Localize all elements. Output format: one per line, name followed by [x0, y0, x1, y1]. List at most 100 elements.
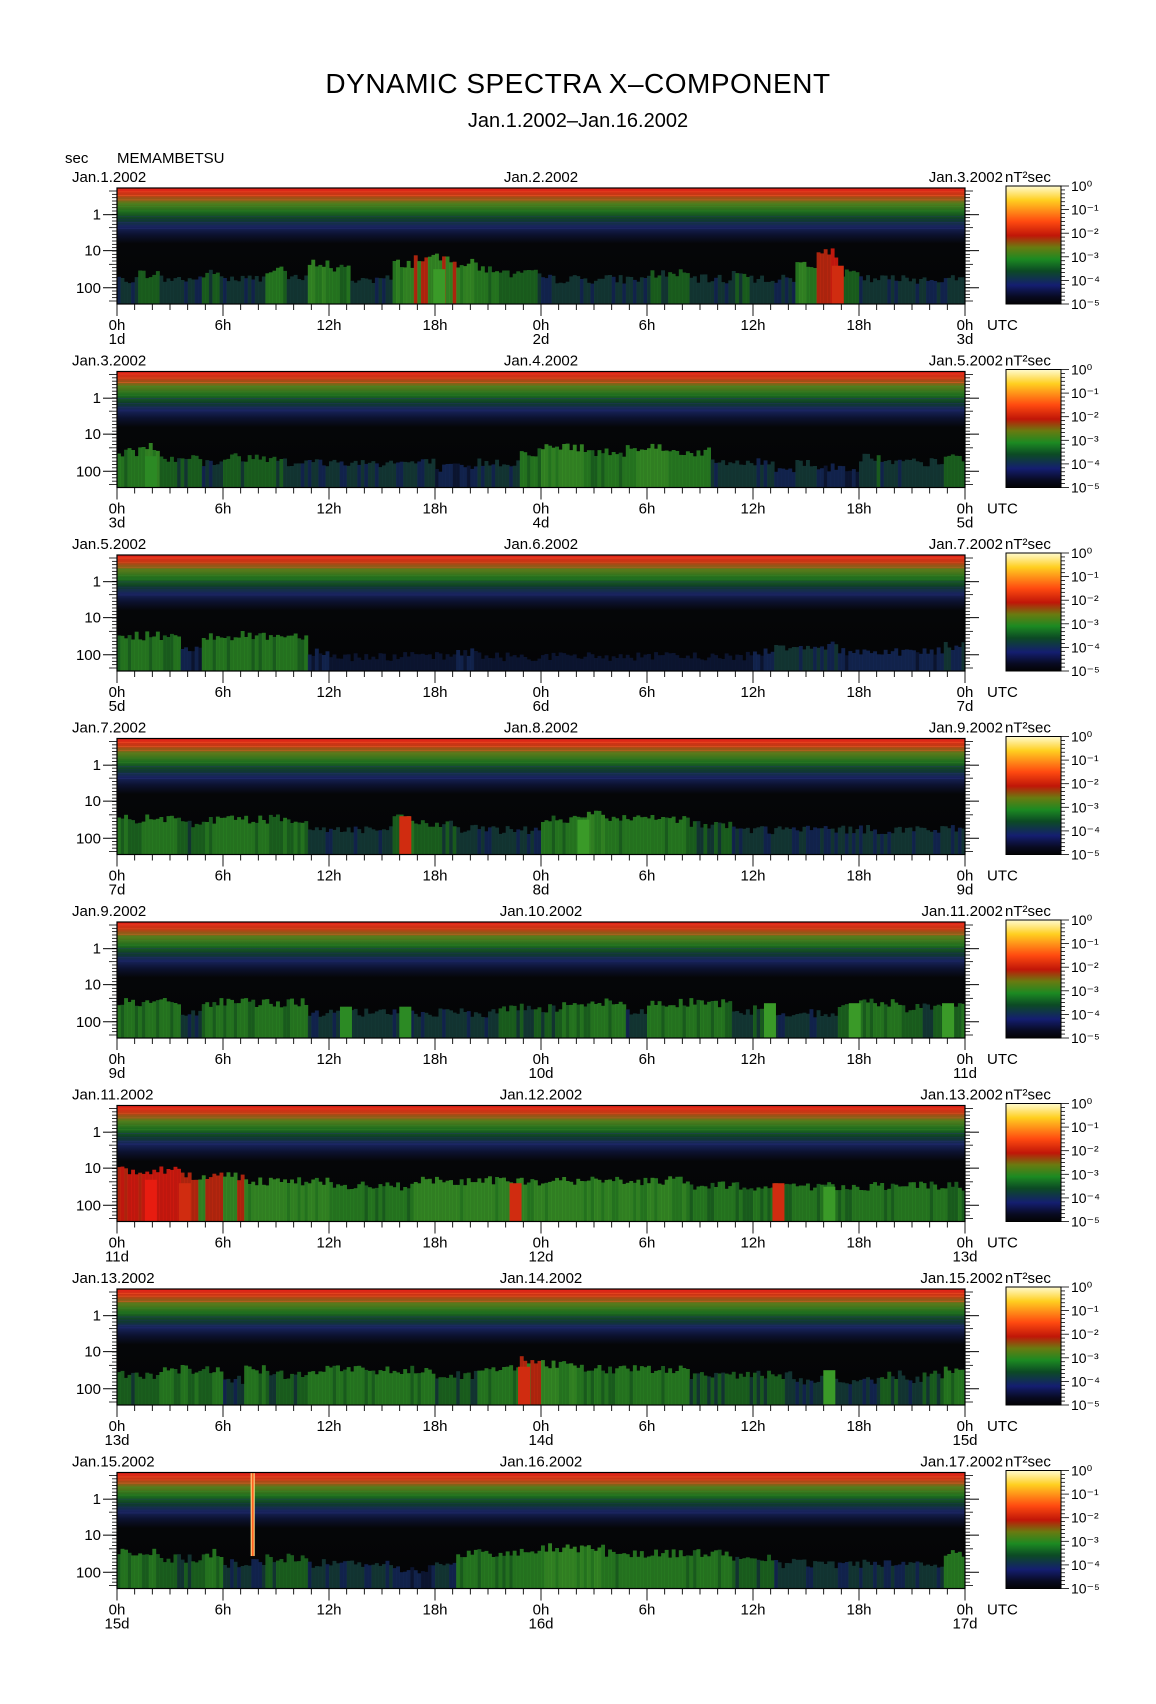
spectrum-activity-cell — [297, 1177, 302, 1222]
colorbar-unit: nT²sec — [1005, 1087, 1051, 1104]
spectrum-activity-cell — [753, 1558, 757, 1589]
panel-end-date: Jan.7.2002 — [929, 536, 1003, 553]
spectrum-activity-cell — [827, 471, 832, 488]
spectrum-activity-cell — [601, 658, 605, 671]
spectrum-activity-cell — [851, 270, 856, 304]
spectrum-noise-stripe — [117, 1506, 965, 1508]
colorbar — [1005, 736, 1062, 855]
spectrum-activity-cell — [548, 821, 552, 855]
spectrum-activity-cell — [647, 654, 651, 671]
spectrum-activity-cell — [343, 654, 347, 671]
spectrum-activity-cell — [495, 1371, 499, 1405]
spectrum-activity-cell — [530, 830, 535, 855]
spectrum-activity-cell — [940, 653, 945, 671]
spectrum-noise-stripe — [117, 210, 965, 212]
spectrum-burst — [823, 1370, 836, 1405]
spectrum-burst — [577, 819, 590, 855]
spectrum-activity-cell — [502, 464, 506, 488]
spectrum-activity-cell — [212, 1173, 217, 1222]
spectrum-activity-cell — [689, 1379, 694, 1405]
spectrum-activity-cell — [449, 820, 453, 855]
spectrum-activity-cell — [710, 824, 715, 855]
spectrum-activity-cell — [431, 826, 436, 855]
spectrum-activity-cell — [700, 659, 704, 671]
spectrum-activity-cell — [735, 654, 740, 671]
spectrum-activity-cell — [452, 826, 457, 855]
spectrum-activity-cell — [184, 821, 188, 855]
spectrum-burst — [178, 1183, 191, 1222]
spectrum-activity-cell — [420, 459, 425, 488]
spectrum-activity-cell — [456, 267, 461, 304]
spectrum-activity-cell — [837, 465, 842, 488]
spectrum-activity-cell — [170, 280, 174, 304]
spectrum-activity-cell — [420, 653, 425, 671]
spectrum-activity-cell — [120, 456, 125, 488]
spectrum-activity-cell — [562, 1002, 567, 1038]
spectrum-activity-cell — [265, 462, 270, 488]
spectrum-activity-cell — [717, 462, 722, 488]
spectrum-activity-cell — [682, 455, 687, 488]
spectrum-activity-cell — [300, 822, 305, 855]
spectrum-activity-cell — [703, 1554, 708, 1589]
spectrum-activity-cell — [901, 832, 906, 855]
spectrum-activity-cell — [127, 1174, 132, 1222]
spectrum-activity-cell — [897, 655, 902, 671]
spectrum-activity-cell — [237, 1180, 241, 1222]
spectrum-activity-cell — [505, 464, 510, 488]
spectrum-activity-cell — [919, 1381, 923, 1405]
spectrum-activity-cell — [329, 1182, 333, 1222]
spectrum-activity-cell — [784, 1016, 789, 1038]
spectrum-activity-cell — [908, 1010, 913, 1038]
spectrum-activity-cell — [311, 1371, 316, 1405]
spectrum-activity-cell — [268, 1003, 273, 1038]
spectrum-activity-cell — [360, 833, 365, 855]
spectrum-activity-cell — [131, 1555, 135, 1589]
spectrum-activity-cell — [904, 459, 909, 488]
spectrum-activity-cell — [929, 280, 934, 304]
spectrum-activity-cell — [374, 1187, 379, 1222]
spectrum-activity-cell — [456, 463, 461, 488]
spectrum-activity-cell — [823, 649, 828, 671]
spectrum-activity-cell — [519, 1177, 524, 1222]
spectrum-activity-cell — [696, 821, 701, 855]
spectrum-activity-cell — [922, 1372, 927, 1405]
spectrum-activity-cell — [148, 819, 153, 855]
spectrum-activity-cell — [558, 449, 563, 488]
x-tick-label: 0h — [533, 501, 550, 518]
spectrum-activity-cell — [276, 1371, 280, 1405]
spectrum-activity-cell — [141, 1173, 146, 1222]
spectrum-activity-cell — [816, 1010, 821, 1038]
spectrum-activity-cell — [533, 269, 538, 304]
spectrum-activity-cell — [509, 1005, 514, 1038]
spectrum-activity-cell — [131, 1169, 135, 1222]
spectrum-activity-cell — [145, 1554, 150, 1589]
spectrum-activity-cell — [519, 1003, 524, 1038]
spectrum-activity-cell — [541, 1012, 545, 1038]
spectrum-activity-cell — [177, 817, 181, 855]
spectrum-activity-cell — [777, 826, 782, 855]
spectrum-activity-cell — [268, 635, 273, 671]
spectrum-activity-cell — [505, 1551, 510, 1589]
spectrum-activity-cell — [360, 1016, 365, 1038]
spectrum-activity-cell — [389, 279, 393, 304]
spectrum-activity-cell — [162, 822, 167, 855]
spectrum-activity-cell — [572, 1003, 577, 1038]
x-tick-label: 18h — [422, 684, 447, 701]
spectrum-activity-cell — [523, 826, 528, 855]
spectrum-activity-cell — [120, 1166, 125, 1222]
spectrum-activity-cell — [502, 661, 506, 671]
spectrum-activity-cell — [926, 1188, 930, 1222]
spectrum-activity-cell — [343, 831, 347, 855]
spectrum-activity-cell — [615, 1004, 620, 1038]
spectrum-noise-stripe — [117, 1498, 965, 1500]
spectrum-activity-cell — [813, 268, 817, 304]
spectrum-activity-cell — [258, 633, 263, 671]
spectrum-activity-cell — [283, 458, 287, 488]
spectrum-activity-cell — [657, 1001, 662, 1038]
spectrum-noise-stripe — [117, 1292, 965, 1294]
spectrum-activity-cell — [611, 1551, 616, 1589]
spectrum-activity-cell — [530, 270, 535, 304]
spectrum-noise-stripe — [117, 561, 965, 563]
spectrum-activity-cell — [346, 265, 351, 304]
spectrum-activity-cell — [484, 1017, 489, 1038]
